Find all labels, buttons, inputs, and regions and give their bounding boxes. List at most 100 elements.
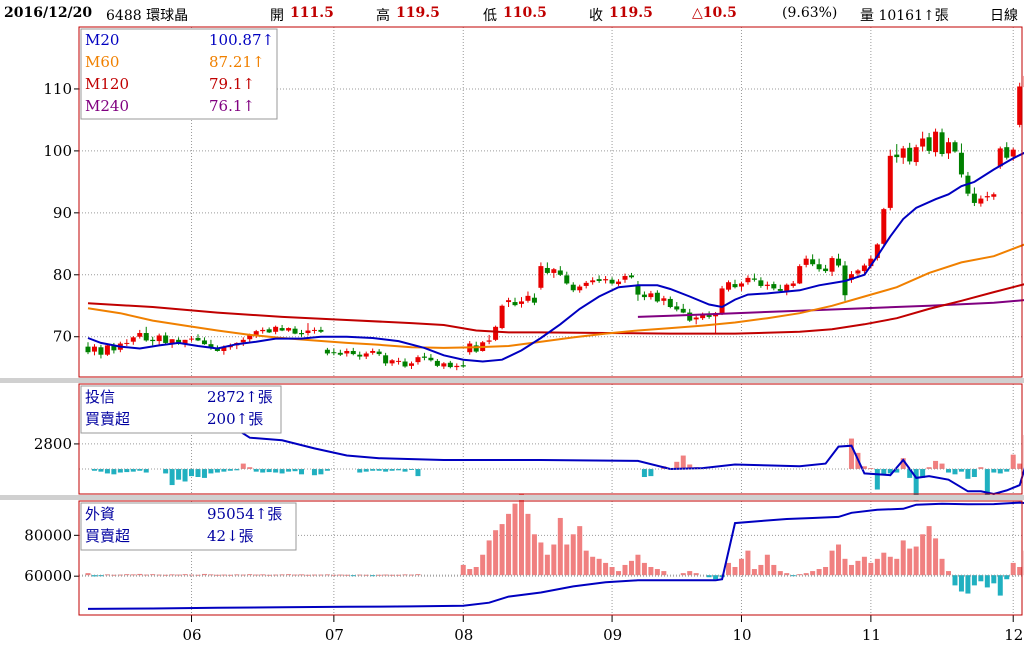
candle (583, 280, 589, 289)
net-buy-bar (531, 534, 537, 576)
net-buy-bar (117, 574, 123, 576)
candle (350, 347, 356, 356)
net-buy-bar (104, 574, 110, 576)
candle (732, 279, 738, 289)
net-buy-bar (137, 573, 143, 576)
panel-separator (0, 495, 1024, 500)
net-buy-bar (292, 468, 298, 472)
net-buy-bar (91, 575, 97, 577)
cumulative-holding-line (87, 501, 1024, 610)
candle (661, 295, 667, 306)
candle (318, 326, 324, 334)
net-buy-bar (706, 575, 712, 578)
net-buy-bar (790, 575, 796, 577)
volume-readout: 量 10161↑張 (860, 8, 949, 24)
candle (693, 315, 699, 325)
net-buy-bar (713, 575, 719, 580)
net-buy-bar (907, 548, 913, 576)
net-buy-bar (810, 571, 816, 576)
net-buy-bar (266, 468, 272, 473)
candle (409, 361, 414, 369)
legend-name: 投信 (85, 388, 115, 406)
candle (493, 325, 499, 342)
candle (861, 263, 867, 274)
candle (421, 352, 427, 361)
legend-name: M120 (85, 75, 129, 93)
net-buy-bar (848, 438, 854, 469)
candle (784, 283, 790, 296)
candle (881, 207, 887, 247)
candle (311, 327, 317, 334)
net-buy-bar (208, 468, 214, 474)
x-tick-label: 11 (862, 626, 881, 644)
candle (900, 145, 906, 164)
candle (751, 273, 757, 282)
net-buy-bar (648, 468, 654, 477)
net-buy-bar (415, 468, 421, 477)
panel-frame (78, 500, 1023, 616)
net-buy-bar (143, 468, 149, 473)
y-tick-label: 80000 (24, 526, 72, 544)
net-buy-bar (641, 562, 647, 576)
candle (1017, 82, 1023, 128)
candle (758, 277, 764, 288)
net-buy-bar (887, 468, 893, 474)
net-buy-bar (111, 574, 117, 576)
net-buy-bar (318, 574, 324, 576)
net-buy-bar (946, 571, 952, 576)
net-buy-bar (389, 574, 395, 576)
candle (370, 348, 376, 355)
net-buy-bar (240, 463, 246, 469)
candle (486, 334, 492, 345)
net-buy-bar (764, 554, 770, 576)
net-buy-bar (357, 468, 363, 473)
candle (506, 297, 512, 307)
candle (829, 256, 835, 277)
candle (564, 271, 570, 285)
net-buy-bar (1017, 463, 1023, 469)
net-buy-bar (363, 574, 369, 576)
net-buy-bar (680, 573, 686, 576)
net-buy-bar (978, 575, 984, 582)
net-buy-bar (402, 574, 408, 576)
net-buy-bar (273, 574, 279, 576)
net-buy-bar (130, 468, 136, 472)
net-buy-bar (868, 562, 874, 576)
candle (454, 363, 460, 371)
candle (764, 281, 770, 290)
candle (958, 143, 964, 178)
candle (609, 277, 615, 285)
net-buy-bar (939, 558, 945, 576)
candle (130, 336, 136, 345)
candle (143, 326, 149, 342)
net-buy-bar (874, 558, 880, 576)
candle (286, 327, 292, 332)
net-buy-bar (628, 560, 634, 576)
candle (577, 284, 583, 293)
net-buy-bar (900, 458, 906, 469)
net-buy-bar (848, 564, 854, 576)
net-buy-bar (777, 571, 783, 576)
net-buy-bar (163, 574, 169, 576)
net-buy-bar (221, 468, 227, 472)
open-label: 開 (270, 8, 284, 24)
panel-separator (0, 378, 1024, 383)
panel-frame (78, 383, 1023, 495)
candle (913, 144, 919, 166)
low-label: 低 (483, 8, 497, 24)
foreign-investor-panel (79, 493, 1024, 610)
net-buy-bar (473, 566, 479, 576)
candle (803, 255, 809, 268)
net-buy-bar (861, 556, 867, 576)
legend-value: 100.87↑ (209, 31, 274, 49)
net-buy-bar (163, 468, 169, 474)
net-buy-bar (124, 468, 130, 473)
net-buy-bar (564, 544, 570, 576)
period-label: 日線 (990, 8, 1018, 24)
legend-name: 買賣超 (85, 527, 130, 545)
legend-name: 外資 (85, 505, 115, 523)
cumulative-holding-line (87, 387, 1024, 496)
candle (596, 275, 602, 283)
net-buy-bar (195, 468, 201, 478)
